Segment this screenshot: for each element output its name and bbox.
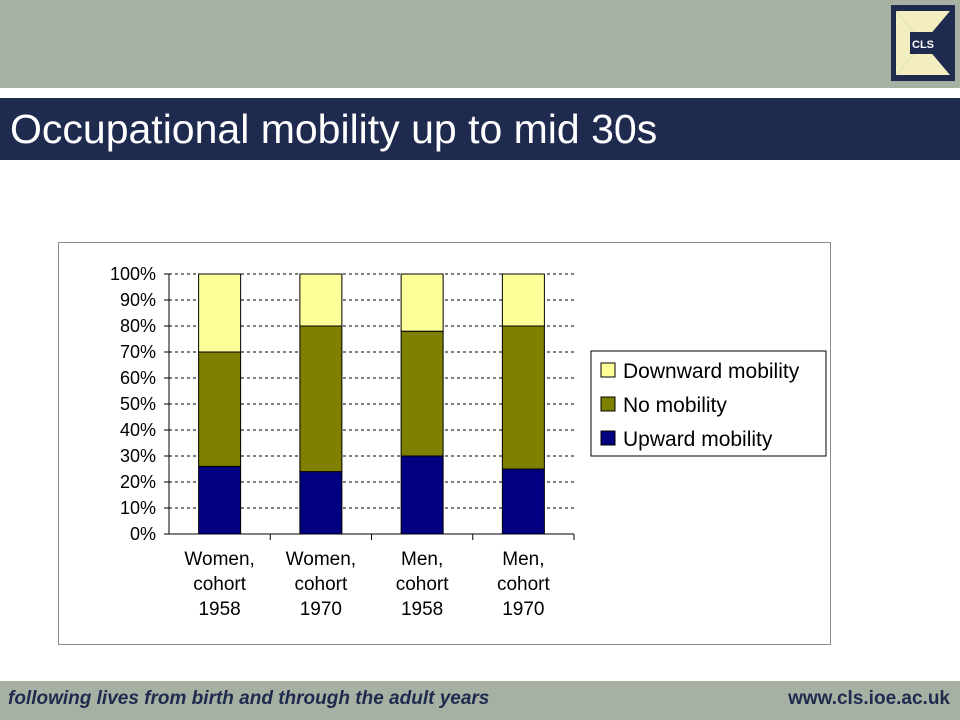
bar-segment bbox=[501, 273, 545, 327]
y-tick-label: 100% bbox=[110, 264, 156, 284]
legend-box bbox=[590, 350, 827, 457]
x-category-label: 1970 bbox=[300, 599, 342, 620]
slide-title: Occupational mobility up to mid 30s bbox=[10, 106, 658, 152]
x-category-label: 1958 bbox=[401, 599, 443, 620]
legend-swatch bbox=[600, 362, 616, 378]
legend-swatch bbox=[600, 430, 616, 446]
y-tick-label: 50% bbox=[120, 394, 156, 414]
bar-segment bbox=[198, 351, 242, 467]
footer-url[interactable]: www.cls.ioe.ac.uk bbox=[788, 688, 950, 709]
footer-band bbox=[0, 681, 960, 720]
bar-segment bbox=[198, 273, 242, 353]
stacked-bar-chart: 0% 10% 20% 30% 40% 50% 60% 70% 80% 90% 100% Women, c… bbox=[110, 264, 827, 620]
y-tick-label: 90% bbox=[120, 290, 156, 310]
y-tick-label: 80% bbox=[120, 316, 156, 336]
legend-label: No mobility bbox=[623, 394, 727, 417]
logo-text: CLS bbox=[912, 39, 934, 51]
cls-logo: CLS bbox=[891, 5, 955, 81]
bar-segment bbox=[400, 330, 444, 457]
title-bar bbox=[0, 98, 960, 160]
bar-segment bbox=[299, 471, 343, 535]
bar-segment bbox=[299, 273, 343, 327]
x-category-label: Women, bbox=[184, 549, 254, 570]
bar-segment bbox=[501, 325, 545, 470]
x-category-label: 1970 bbox=[502, 599, 544, 620]
x-category-label: cohort bbox=[396, 574, 450, 595]
y-tick-label: 0% bbox=[130, 524, 156, 544]
y-tick-label: 30% bbox=[120, 446, 156, 466]
legend-label: Downward mobility bbox=[623, 360, 800, 383]
bar-segment bbox=[400, 455, 444, 535]
y-tick-label: 20% bbox=[120, 472, 156, 492]
bar-segment bbox=[400, 273, 444, 332]
x-category-label: 1958 bbox=[198, 599, 240, 620]
x-category-label: Men, bbox=[401, 549, 443, 570]
footer-tagline: following lives from birth and through t… bbox=[8, 688, 490, 709]
x-category-label: cohort bbox=[193, 574, 247, 595]
legend-label: Upward mobility bbox=[623, 428, 773, 451]
y-tick-label: 60% bbox=[120, 368, 156, 388]
legend-swatch bbox=[600, 396, 616, 412]
y-tick-label: 40% bbox=[120, 420, 156, 440]
bar-segment bbox=[501, 468, 545, 535]
x-category-label: Women, bbox=[286, 549, 356, 570]
x-category-label: cohort bbox=[294, 574, 348, 595]
y-tick-label: 10% bbox=[120, 498, 156, 518]
x-category-label: cohort bbox=[497, 574, 551, 595]
y-tick-label: 70% bbox=[120, 342, 156, 362]
bar-segment bbox=[198, 465, 242, 535]
x-category-label: Men, bbox=[502, 549, 544, 570]
bar-segment bbox=[299, 325, 343, 473]
header-band bbox=[0, 0, 960, 88]
